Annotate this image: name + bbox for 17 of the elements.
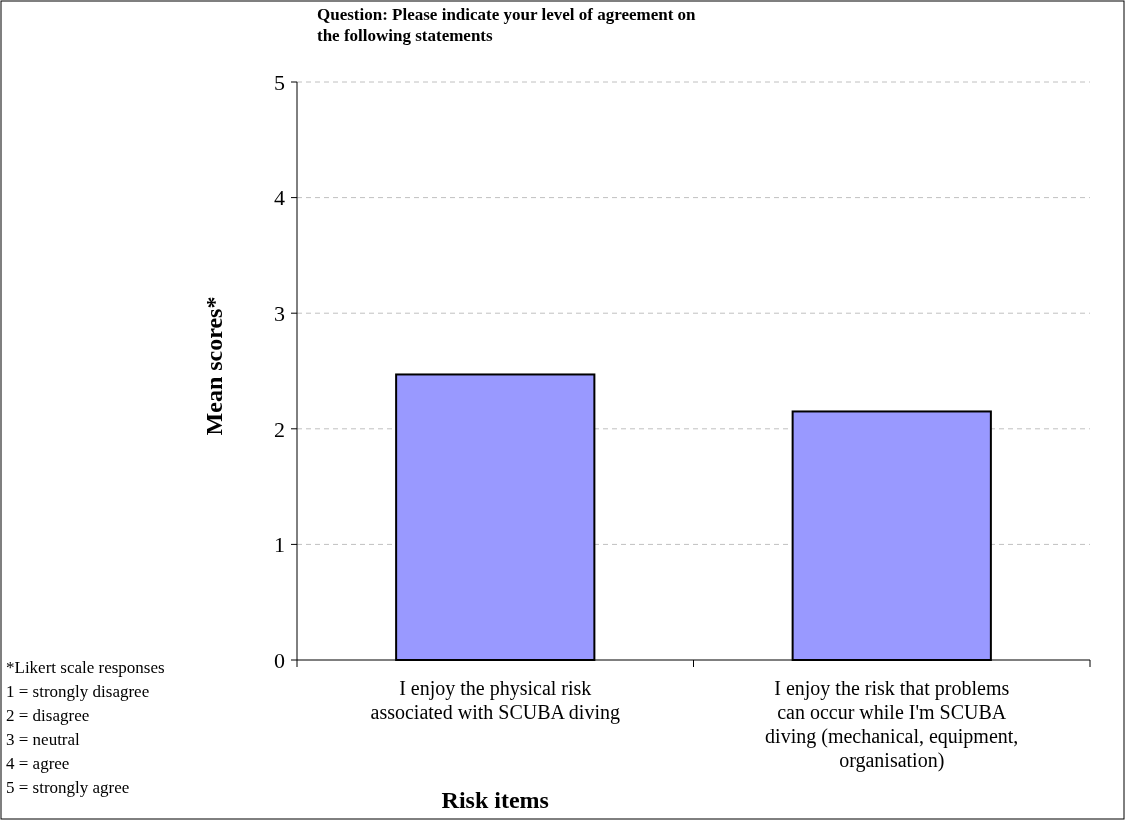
y-tick-label: 0 (274, 647, 285, 673)
x-tick-label: I enjoy the risk that problems can occur while I'm SCUBA diving (mechanical, equipment, organisation) (765, 677, 1019, 772)
text: *Likert scale responses (6, 658, 165, 677)
text: 2 = disagree (6, 706, 90, 725)
y-tick-label: 2 (274, 416, 285, 442)
y-tick-label: 4 (274, 185, 285, 211)
y-axis-title: Mean scores* (201, 296, 227, 436)
text: 1 = strongly disagree (6, 682, 150, 701)
text: 3 = neutral (6, 730, 81, 749)
text: 5 = strongly agree (6, 778, 130, 797)
text: 4 = agree (6, 754, 70, 773)
y-tick-label: 5 (274, 69, 285, 95)
y-tick-label: 3 (274, 300, 285, 326)
chart-title: Question: Please indicate your level of agreement on the following statements (317, 5, 697, 45)
y-tick-label: 1 (274, 532, 285, 558)
x-tick-label: I enjoy the physical risk associated with SCUBA diving (370, 677, 620, 724)
x-axis-title: Risk items (441, 787, 549, 813)
